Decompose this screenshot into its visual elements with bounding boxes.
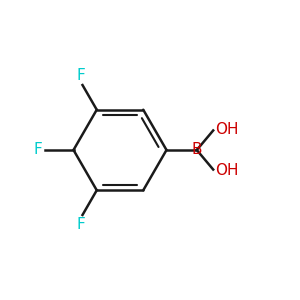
- Text: F: F: [34, 142, 43, 158]
- Text: OH: OH: [215, 163, 238, 178]
- Text: F: F: [76, 68, 85, 82]
- Text: OH: OH: [215, 122, 238, 137]
- Text: B: B: [192, 142, 202, 158]
- Text: F: F: [76, 218, 85, 232]
